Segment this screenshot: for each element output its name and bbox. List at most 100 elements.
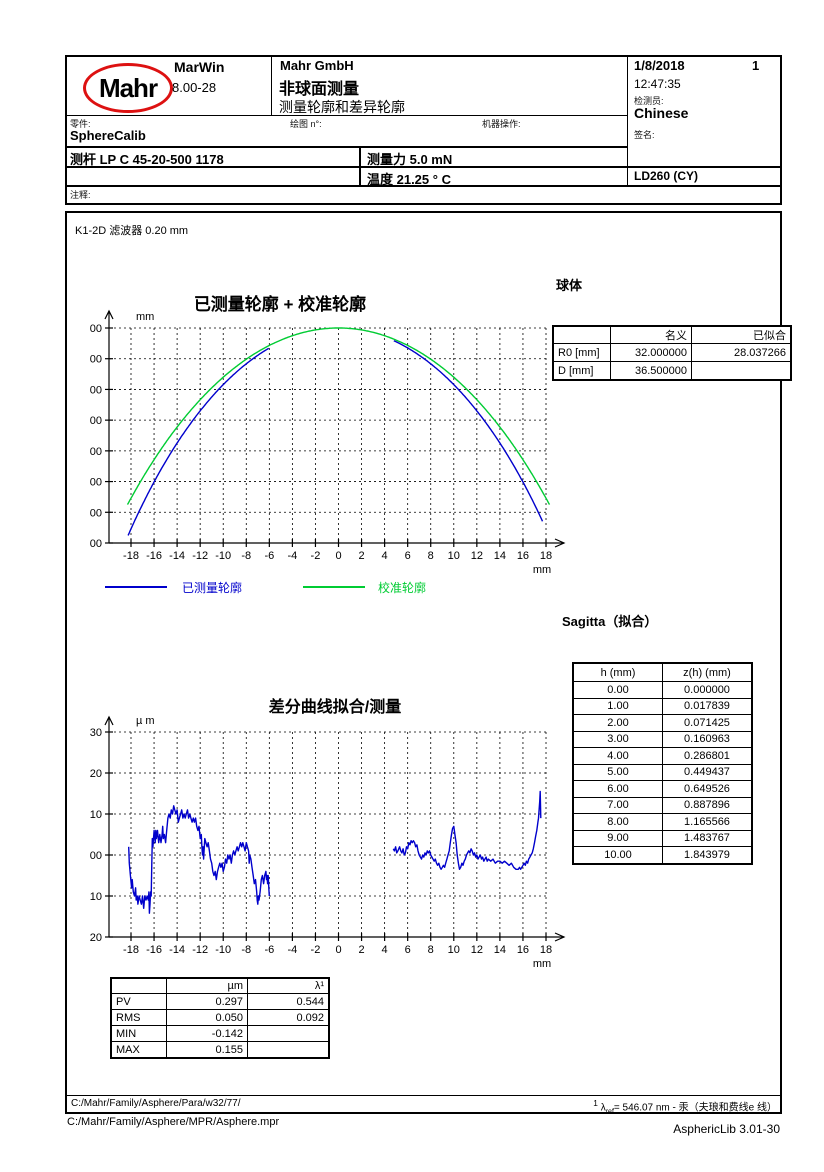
chart1-title: 已测量轮廓 + 校准轮廓 [193,295,367,314]
svg-text:-8: -8 [241,944,251,956]
sagitta-heading: Sagitta（拟合） [562,614,658,629]
svg-text:-0.20: -0.20 [90,932,102,944]
temperature: 温度 21.25 ° C [367,172,451,187]
svg-text:6: 6 [405,944,411,956]
table-row: 8.00 1.165566 [572,813,753,831]
header-divider [67,146,627,148]
svg-text:-4.00: -4.00 [90,446,102,458]
inspector-label: 检测员: [634,96,664,106]
table-row: 5.00 0.449437 [572,763,753,781]
svg-text:2: 2 [358,944,364,956]
header-divider [627,57,628,185]
svg-text:4: 4 [382,944,388,956]
header-divider [67,166,780,168]
svg-text:-12: -12 [192,550,208,562]
svg-text:0: 0 [335,944,341,956]
inspector-value: Chinese [634,105,689,121]
svg-text:-10: -10 [215,944,231,956]
table-row: 3.00 0.160963 [572,730,753,748]
sagitta-table: h (mm) z(h) (mm) 0.00 0.000000 1.00 0.017839… [572,662,753,865]
filter-info: K1-2D 滤波器 0.20 mm [75,225,189,237]
measured-vs-calibrated-chart: -18 -16 -14 -12 -10 -8 -6 -4 -2 0 2 4 6 8 10 12 14 16 18 0.… [90,309,566,576]
svg-text:18: 18 [540,944,552,956]
svg-text:-4: -4 [288,550,298,562]
svg-text:-5.00: -5.00 [90,477,102,489]
svg-text:2: 2 [358,550,364,562]
table-row: 7.00 0.887896 [572,796,753,814]
legend-line-calibrated [303,586,365,588]
wavelength-footnote: 1 λref= 546.07 nm - 汞（夫琅和费线e 线） [593,1098,777,1115]
svg-text:-6.00: -6.00 [90,507,102,519]
svg-text:-14: -14 [169,550,185,562]
table-row: RMS 0.050 0.092 [110,1009,330,1026]
svg-text:0.00: 0.00 [90,323,102,335]
report-date: 1/8/2018 [634,58,685,73]
column-header [110,977,167,994]
svg-text:14: 14 [494,944,506,956]
signature-label: 签名: [634,130,655,140]
footnote-marker: 1 [593,1098,598,1108]
body-box [65,211,782,1097]
column-header [552,325,611,344]
report-title: 非球面测量 [279,81,360,98]
company-name: Mahr GmbH [280,58,354,73]
comment-label: 注释: [70,190,91,200]
svg-text:-16: -16 [146,944,162,956]
part-value: SphereCalib [70,128,146,143]
sphere-heading: 球体 [556,278,583,293]
svg-text:-7.00: -7.00 [90,538,102,550]
table-row: 0.00 0.000000 [572,681,753,699]
chart2-title: 差分曲线拟合/测量 [268,699,402,716]
sphere-table-header-row: 名义 已似合 [552,325,792,344]
table-row: 10.00 1.843979 [572,846,753,864]
svg-text:-10: -10 [215,550,231,562]
svg-text:-14: -14 [169,944,185,956]
table-row: MAX 0.155 [110,1041,330,1059]
column-header: λ¹ [247,977,330,994]
sphere-table: 名义 已似合 R0 [mm] 32.000000 28.037266 D [mm] 36.… [552,325,792,381]
page-number: 1 [752,58,760,73]
footnote-lambda-sub: ref [605,1108,614,1116]
legend-label-measured: 已测量轮廓 [182,581,243,595]
svg-text:-2: -2 [311,944,321,956]
svg-text:6: 6 [405,550,411,562]
svg-text:0.00: 0.00 [90,850,102,862]
measuring-force: 测量力 5.0 mN [367,152,453,167]
svg-text:µ m: µ m [136,715,155,727]
app-name: MarWin [174,59,225,75]
svg-text:14: 14 [494,550,506,562]
stats-table: µm λ¹ PV 0.297 0.544 RMS 0.050 0.092 MIN -0.142 M… [110,977,330,1059]
table-row: 1.00 0.017839 [572,697,753,715]
table-row: MIN -0.142 [110,1025,330,1042]
footer-strip: C:/Mahr/Family/Asphere/Para/w32/77/ 1 λr… [65,1095,782,1115]
header-box: Mahr MarWin 8.00-28 Mahr GmbH 非球面测量 测量轮廓… [65,55,782,205]
svg-text:0.20: 0.20 [90,768,102,780]
column-header: 已似合 [691,325,792,344]
svg-text:-2.00: -2.00 [90,384,102,396]
program-file-path: C:/Mahr/Family/Asphere/MPR/Asphere.mpr [67,1116,280,1128]
svg-text:12: 12 [471,550,483,562]
svg-text:mm: mm [533,564,551,576]
table-row: R0 [mm] 32.000000 28.037266 [552,343,792,362]
svg-text:-18: -18 [123,550,139,562]
footnote-text: = 546.07 nm - 汞（夫琅和费线e 线） [613,1102,777,1114]
legend-line-measured [105,586,167,588]
header-divider [67,115,627,116]
svg-text:-2: -2 [311,550,321,562]
svg-text:-0.10: -0.10 [90,891,102,903]
mahr-logo: Mahr [83,63,173,113]
table-row: 4.00 0.286801 [572,747,753,765]
table-row: 2.00 0.071425 [572,714,753,732]
svg-text:16: 16 [517,944,529,956]
column-header: h (mm) [572,662,663,682]
svg-text:mm: mm [533,958,551,970]
header-divider [271,57,272,115]
svg-text:12: 12 [471,944,483,956]
operator-label: 机器操作: [482,119,521,129]
svg-text:-6: -6 [264,944,274,956]
svg-text:-3.00: -3.00 [90,415,102,427]
legend-label-calibrated: 校准轮廓 [378,581,427,595]
svg-text:18: 18 [540,550,552,562]
library-version: AsphericLib 3.01-30 [673,1122,780,1136]
